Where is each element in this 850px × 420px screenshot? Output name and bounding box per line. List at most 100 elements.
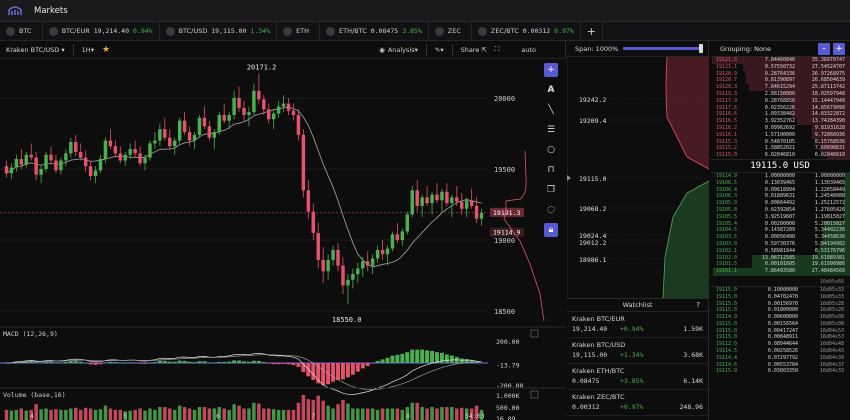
orderbook-row[interactable]: 19101.1 7.86493580 27.48484566 — [710, 268, 850, 275]
orderbook-row[interactable]: 19106.4 0.09618994 1.22658449 — [710, 186, 850, 194]
watchlist-item[interactable]: Kraken ZEC/BTC 0.00312 +0.97% 248.96 — [567, 390, 708, 416]
auto-scale-button[interactable]: auto — [521, 45, 536, 54]
orderbook-row[interactable]: 19104.5 0.14387209 5.34402236 — [710, 227, 850, 235]
watchlist-item[interactable]: Kraken ETH/BTC 0.08475 +3.85% 6.14K — [567, 364, 708, 390]
macd-histogram-bar — [410, 349, 415, 363]
macd-histogram-bar — [479, 362, 484, 364]
orderbook-row[interactable]: 19121.1 0.57550732 27.54524707 — [710, 63, 850, 71]
lock-icon[interactable]: 🔒︎ — [544, 223, 558, 237]
line-tool-icon[interactable]: ╲ — [548, 105, 554, 115]
depth-bar — [749, 84, 850, 91]
orderbook-row[interactable]: 19105.9 0.00664492 1.25212572 — [710, 200, 850, 207]
orderbook-row[interactable]: 19116.1 1.57100000 9.72868936 — [710, 131, 850, 139]
order-total: 1.19815027 — [814, 213, 845, 220]
order-total: 26.97268975 — [811, 70, 845, 77]
volume-bar — [430, 407, 434, 420]
symbol-select[interactable]: Kraken BTC/USD ▾ — [2, 46, 69, 54]
favorite-star-icon[interactable]: ★ — [101, 44, 111, 55]
orderbook-row[interactable]: 19105.5 3.92519607 1.19815027 — [710, 213, 850, 221]
orderbook-row[interactable]: 19105.4 0.00200000 5.20015027 — [710, 220, 850, 228]
candle-body — [420, 197, 424, 206]
analysis-button[interactable]: ◉ Analysis ▾ — [375, 46, 422, 54]
orderbook-row[interactable]: 19101.5 0.00101605 19.61990986 — [710, 261, 850, 269]
watchlist-change: +1.34% — [620, 351, 644, 359]
zec-coin-icon — [434, 26, 444, 36]
orderbook-row[interactable]: 19116.5 3.92352762 13.74284390 — [710, 118, 850, 125]
tab-eth-btc[interactable]: ETH/BTC 0.08475 3.85% — [320, 22, 429, 40]
trade-size: 0.00156970 — [767, 300, 798, 307]
tab-zec-btc[interactable]: ZEC/BTC 0.00312 0.97% — [472, 22, 581, 40]
add-tab-button[interactable]: + — [581, 22, 603, 40]
orderbook-row[interactable]: 19117.6 0.02356226 14.85679098 — [710, 104, 850, 112]
watchlist-item[interactable]: Kraken BTC/EUR 19,214.40 +0.94% 1.59K — [567, 312, 708, 338]
trade-time: 16d04s39 — [819, 354, 844, 361]
app-title: Markets — [34, 5, 68, 16]
orderbook-row[interactable]: 19119.3 2.88150000 18.02597948 — [710, 90, 850, 98]
chart-toolbar: Kraken BTC/USD ▾ 1H ▾ ★ ◉ Analysis ▾ ✎ ▾… — [0, 41, 566, 59]
orderbook-row[interactable]: 19103.0 0.59730376 5.94194982 — [710, 240, 850, 248]
orderbook-row[interactable]: 19121.8 7.84460840 35.38970747 — [710, 57, 850, 64]
orderbook-row[interactable]: 19114.9 1.00000000 1.00000000 — [710, 172, 850, 180]
copy-icon[interactable]: ❐ — [546, 185, 556, 195]
orderbook-row[interactable]: 19116.6 1.09338482 14.83322872 — [710, 111, 850, 119]
depth-bar — [812, 131, 850, 139]
watchlist-item[interactable]: Kraken BTC/USD 19,115.00 +1.34% 3.68K — [567, 338, 708, 364]
trade-rows: 19115.0 0.10000000 16d05s33 19115.0 0.047024… — [710, 287, 850, 375]
share-button[interactable]: Share ⇱ — [457, 46, 491, 54]
grouping-increase-button[interactable]: + — [833, 43, 845, 55]
orderbook-row[interactable]: 19105.8 0.02392854 1.27605426 — [710, 206, 850, 214]
watchlist-price: 19,214.40 — [572, 325, 608, 333]
orderbook-row[interactable]: 19120.3 7.84615294 25.87113742 — [710, 84, 850, 91]
trade-row: 19115.0 0.01000000 16d05s20 — [710, 307, 850, 314]
candle-body — [361, 261, 365, 269]
depth-chart[interactable]: 19242.2 19209.4 19115.0 19068.2 19024.419012… — [567, 57, 709, 298]
slider-handle[interactable] — [699, 44, 704, 53]
volume-bar — [29, 409, 33, 420]
trade-row: 19114.6 0.00553784 16d04s37 — [710, 362, 850, 369]
help-icon[interactable]: ? — [696, 301, 700, 309]
price-tick-label: 18500 — [494, 308, 515, 316]
orderbook-row[interactable]: 19102.0 13.08712585 19.61889381 — [710, 254, 850, 262]
measure-tool-icon[interactable]: ⊓ — [547, 165, 555, 175]
interval-select[interactable]: 1H ▾ — [78, 46, 98, 54]
macd-histogram-bar — [311, 363, 316, 380]
trade-price: 19115.0 — [716, 300, 738, 307]
draw-color-button[interactable]: ✎ ▾ — [431, 46, 448, 54]
trade-time: 16d04s53 — [819, 327, 844, 334]
orderbook-row[interactable]: 19106.3 0.01889631 1.24548080 — [710, 193, 850, 201]
candle-body — [267, 109, 271, 120]
orderbook-row[interactable]: 19115.2 1.58852021 7.60898831 — [710, 145, 850, 153]
order-total: 14.83322872 — [811, 111, 845, 118]
orderbook-row[interactable]: 19106.5 0.13039465 1.13039465 — [710, 179, 850, 187]
crosshair-icon[interactable]: + — [544, 63, 558, 77]
fullscreen-icon[interactable]: ⛶ — [494, 45, 500, 53]
circle-tool-icon[interactable]: ○ — [547, 145, 555, 155]
price-chart[interactable]: 20000 19500 19000 18500 20171.2 18550.0 19191.… — [0, 59, 566, 420]
tab-btc[interactable]: BTC — [0, 22, 43, 40]
orderbook-row[interactable]: 19115.3 0.54870105 8.15768936 — [710, 138, 850, 146]
span-slider[interactable] — [623, 44, 704, 53]
candle-body — [128, 149, 132, 155]
orderbook-row[interactable]: 19120.9 0.28764336 26.97268975 — [710, 70, 850, 78]
orderbook-row[interactable]: 19115.0 6.02046810 6.02046810 — [710, 152, 850, 159]
horizontal-lines-icon[interactable]: ☰ — [546, 125, 556, 135]
tab-eth[interactable]: ETH — [277, 22, 321, 40]
depth-panel: Span: 1000% 19242.2 19209.4 19115.0 19068.2… — [567, 41, 709, 298]
orderbook-row[interactable]: 19117.9 0.28768850 15.14447948 — [710, 97, 850, 105]
macd-histogram-bar — [128, 362, 133, 364]
order-price: 19105.4 — [716, 220, 738, 227]
visibility-icon[interactable]: ◌ — [547, 205, 555, 215]
chevron-down-icon: ▾ — [61, 45, 65, 54]
macd-histogram-bar — [108, 361, 113, 363]
grouping-decrease-button[interactable]: - — [818, 43, 830, 55]
text-tool-icon[interactable]: A — [547, 85, 555, 95]
orderbook-row[interactable]: 19103.5 0.00056400 5.34458636 — [710, 234, 850, 241]
tab-btc-usd[interactable]: BTC/USD 19,115.00 1.34% — [160, 22, 278, 40]
orderbook-row[interactable]: 19120.7 0.81390897 26.68504639 — [710, 77, 850, 85]
macd-histogram-bar — [405, 352, 410, 363]
order-price: 19105.5 — [716, 213, 738, 220]
orderbook-row[interactable]: 19116.2 0.09962692 9.81931628 — [710, 124, 850, 132]
orderbook-row[interactable]: 19102.1 0.58981844 6.53176796 — [710, 247, 850, 255]
tab-zec[interactable]: ZEC — [429, 22, 472, 40]
tab-btc-eur[interactable]: BTC/EUR 19,214.40 0.94% — [43, 22, 160, 40]
